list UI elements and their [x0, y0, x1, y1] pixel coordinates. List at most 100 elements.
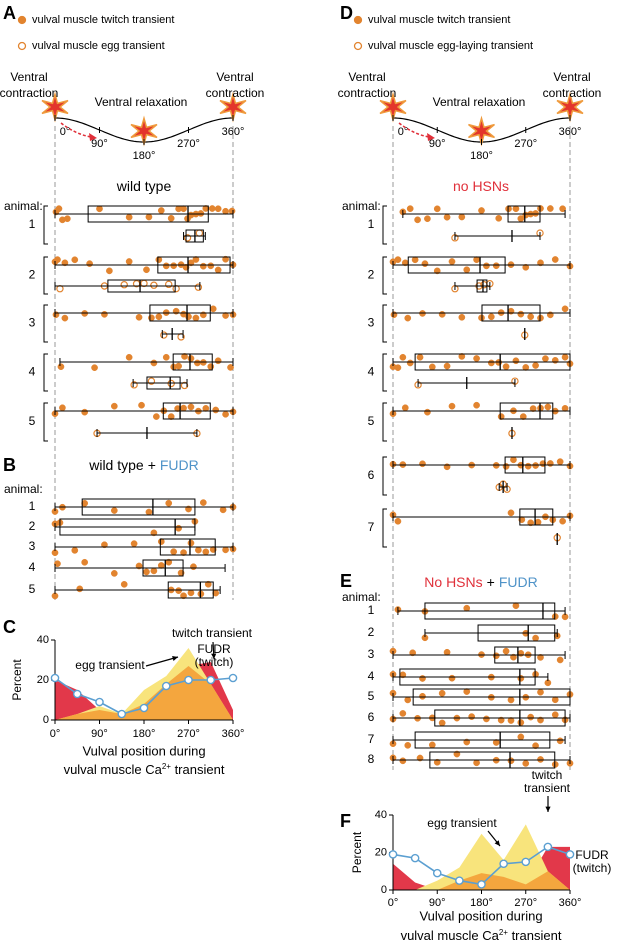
twitch-point — [532, 742, 539, 750]
contraction-label: contraction — [0, 86, 58, 100]
twitch-point — [145, 213, 153, 221]
twitch-point — [512, 357, 520, 365]
contraction-label: contraction — [543, 86, 602, 100]
twitch-point — [537, 654, 544, 661]
legend-marker — [353, 15, 363, 25]
twitch-point — [222, 255, 229, 263]
box — [434, 709, 566, 727]
twitch-point — [394, 364, 402, 372]
twitch-point — [517, 674, 525, 682]
twitch-point — [502, 647, 510, 655]
twitch-point — [120, 580, 128, 588]
bracket — [382, 456, 387, 496]
twitch-point — [497, 716, 505, 724]
twitch-point — [551, 256, 559, 263]
twitch-point — [534, 518, 542, 526]
twitch-point — [150, 567, 158, 575]
twitch-point — [458, 313, 466, 321]
twitch-point — [187, 403, 195, 411]
twitch-point — [551, 711, 559, 719]
twitch-point — [517, 310, 525, 318]
twitch-point — [71, 256, 79, 264]
twitch-point — [406, 205, 414, 213]
y-tick-label: 20 — [375, 846, 387, 858]
line-point — [565, 850, 575, 859]
twitch-point — [428, 741, 436, 749]
wave-tick-label: 0° — [398, 126, 409, 138]
egg-point — [160, 331, 168, 339]
annotation-arrow — [145, 656, 179, 667]
line-point — [455, 876, 464, 885]
box — [407, 256, 506, 274]
bracket — [382, 508, 387, 548]
twitch-point — [559, 517, 566, 525]
bracket — [43, 256, 48, 295]
egg-point — [165, 280, 173, 289]
wave-tick-label: 180° — [470, 150, 493, 162]
twitch-point — [162, 353, 170, 361]
box — [414, 731, 551, 749]
x-axis-label: Vulval position during — [82, 743, 205, 758]
twitch-point — [404, 696, 412, 704]
twitch-point — [106, 267, 113, 275]
bracket — [382, 304, 387, 343]
twitch-point — [473, 355, 480, 362]
twitch-point — [483, 715, 490, 723]
animal-label: 3 — [368, 316, 375, 330]
twitch-point — [551, 696, 559, 704]
series-label: egg transient — [427, 816, 497, 830]
twitch-point — [222, 546, 229, 554]
twitch-point — [502, 463, 510, 470]
x-tick-label: 0° — [388, 897, 399, 909]
twitch-point — [59, 404, 66, 412]
animal-label: 2 — [29, 268, 36, 282]
x-tick-label: 270° — [514, 897, 537, 909]
egg-point — [183, 234, 192, 242]
twitch-point — [207, 363, 215, 370]
twitch-point — [222, 410, 229, 418]
twitch-point — [57, 363, 65, 371]
relaxation-arrow — [60, 122, 92, 138]
twitch-point — [150, 359, 158, 367]
legend-label: vulval muscle egg-laying transient — [368, 40, 533, 52]
arrow-head — [172, 656, 178, 661]
twitch-point — [487, 359, 495, 367]
panel-title: wild type — [116, 178, 172, 194]
panel-title: no HSNs — [453, 178, 509, 194]
animal-label: 5 — [29, 582, 36, 596]
twitch-point — [162, 262, 170, 270]
panel-letter: D — [340, 3, 353, 23]
twitch-point — [507, 696, 515, 704]
line-point — [388, 850, 398, 859]
bracket — [43, 353, 48, 392]
twitch-point — [497, 413, 505, 420]
box — [412, 688, 571, 706]
contraction-label: contraction — [206, 86, 265, 100]
twitch-point — [419, 675, 426, 682]
line-point — [161, 681, 171, 691]
animal-label: 3 — [368, 647, 375, 661]
box — [146, 376, 181, 390]
x-tick-label: 90° — [91, 728, 108, 740]
line-point — [139, 703, 149, 713]
twitch-point — [125, 258, 133, 265]
twitch-point — [401, 404, 409, 412]
twitch-point — [546, 205, 554, 212]
title-part: wild type — [88, 457, 144, 473]
twitch-point — [411, 256, 419, 264]
twitch-point — [155, 256, 163, 264]
title-part: FUDR — [160, 457, 199, 473]
twitch-point — [143, 266, 150, 274]
twitch-point — [199, 262, 207, 270]
x-tick-label: 90° — [429, 897, 446, 909]
twitch-point — [145, 508, 153, 516]
twitch-point — [110, 570, 118, 577]
twitch-point — [399, 353, 407, 361]
panel-letter: E — [340, 571, 352, 591]
twitch-point — [61, 259, 69, 267]
box — [414, 353, 571, 371]
twitch-point — [138, 401, 145, 409]
animal-label: 8 — [368, 752, 375, 766]
twitch-point — [522, 263, 530, 271]
twitch-point — [187, 589, 195, 597]
